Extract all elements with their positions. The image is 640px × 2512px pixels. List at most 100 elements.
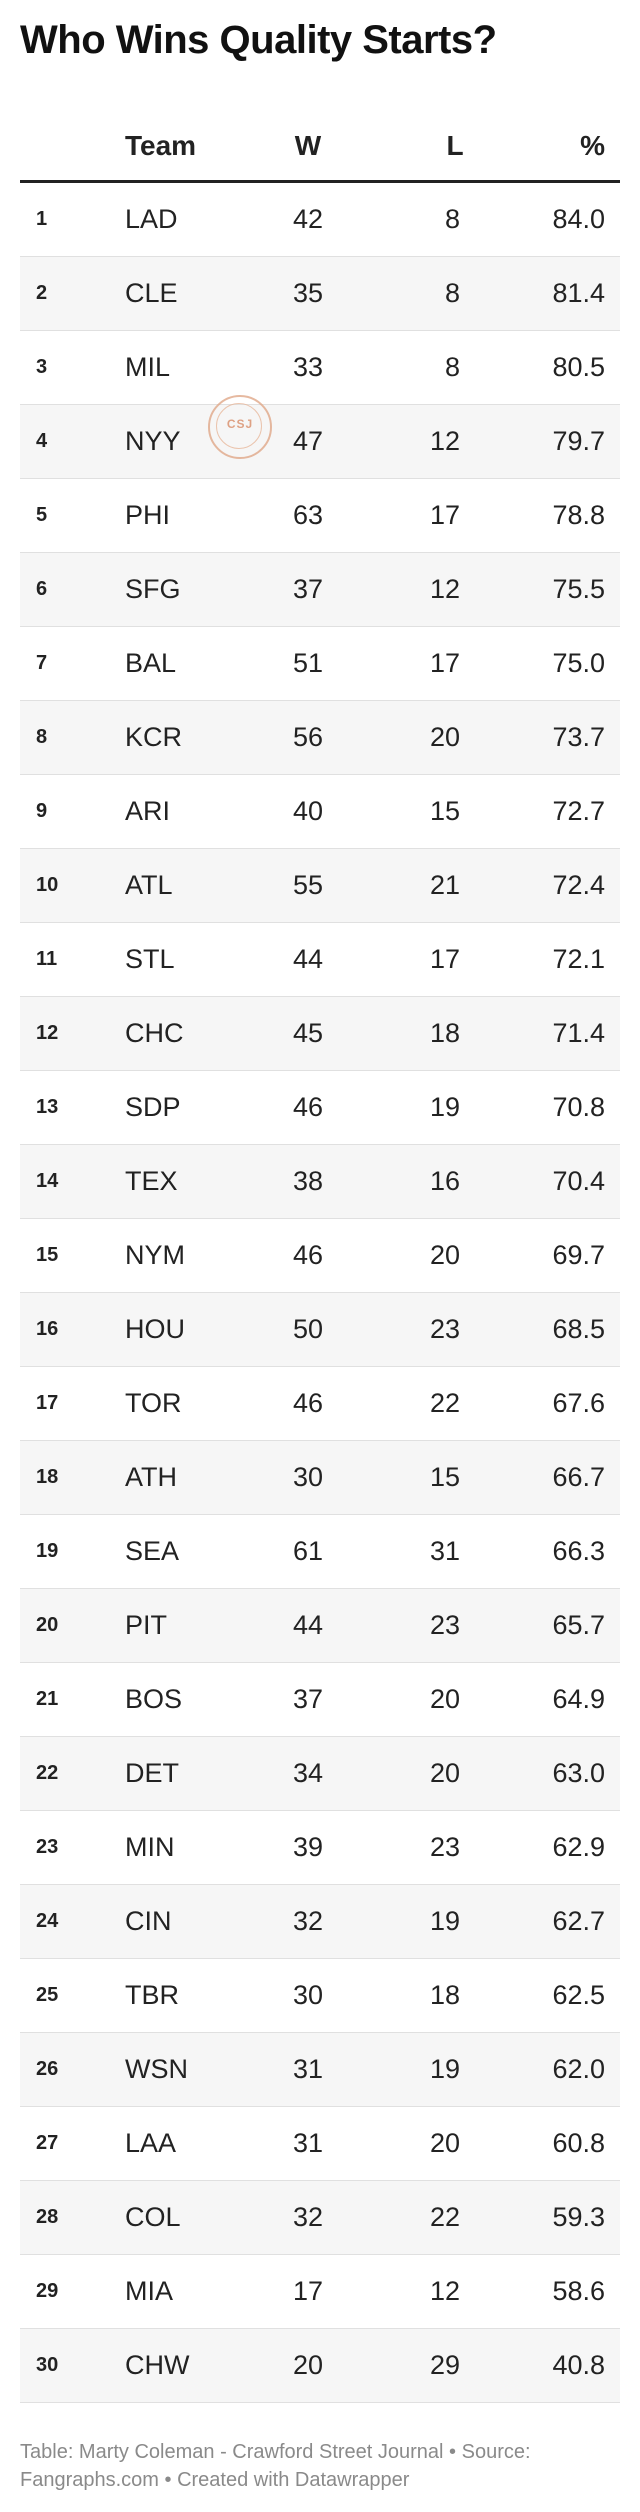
rank-cell: 22 bbox=[36, 1762, 59, 1784]
losses-cell: 29 bbox=[429, 2350, 460, 2380]
standings-table: Team W L % 1 LAD 42 8 84.0 2 CLE 35 8 81.4 3 MIL 33 8… bbox=[20, 108, 620, 2403]
table-row: 19 SEA 61 31 66.3 bbox=[20, 1515, 620, 1589]
wins-cell: 44 bbox=[292, 944, 324, 974]
losses-cell: 12 bbox=[429, 426, 460, 456]
team-cell: TBR bbox=[125, 1980, 179, 2010]
table-row: 16 HOU 50 23 68.5 bbox=[20, 1293, 620, 1367]
losses-cell: 23 bbox=[429, 1610, 460, 1640]
header-losses: L bbox=[446, 130, 464, 161]
table-row: 7 BAL 51 17 75.0 bbox=[20, 627, 620, 701]
table-row: 14 TEX 38 16 70.4 bbox=[20, 1145, 620, 1219]
table-row: 21 BOS 37 20 64.9 bbox=[20, 1663, 620, 1737]
wins-cell: 38 bbox=[292, 1166, 324, 1196]
rank-cell: 18 bbox=[36, 1466, 59, 1488]
rank-cell: 7 bbox=[36, 652, 48, 674]
percent-cell: 60.8 bbox=[552, 2128, 605, 2158]
percent-cell: 70.4 bbox=[552, 1166, 605, 1196]
losses-cell: 17 bbox=[429, 648, 460, 678]
percent-cell: 69.7 bbox=[552, 1240, 605, 1270]
percent-cell: 58.6 bbox=[552, 2276, 605, 2306]
rank-cell: 11 bbox=[36, 948, 58, 970]
team-cell: DET bbox=[125, 1758, 179, 1788]
wins-cell: 37 bbox=[292, 1684, 324, 1714]
table-row: 2 CLE 35 8 81.4 bbox=[20, 257, 620, 331]
team-cell: BAL bbox=[125, 648, 177, 678]
wins-cell: 39 bbox=[292, 1832, 324, 1862]
team-cell: WSN bbox=[125, 2054, 188, 2084]
percent-cell: 72.1 bbox=[552, 944, 605, 974]
table-row: 6 SFG 37 12 75.5 bbox=[20, 553, 620, 627]
losses-cell: 20 bbox=[429, 1758, 460, 1788]
rank-cell: 20 bbox=[36, 1614, 59, 1636]
percent-cell: 72.7 bbox=[552, 796, 605, 826]
table-row: 30 CHW 20 29 40.8 bbox=[20, 2329, 620, 2403]
losses-cell: 8 bbox=[444, 204, 460, 234]
percent-cell: 62.0 bbox=[552, 2054, 605, 2084]
percent-cell: 65.7 bbox=[552, 1610, 605, 1640]
team-cell: PHI bbox=[125, 500, 171, 530]
rank-cell: 15 bbox=[36, 1244, 59, 1266]
percent-cell: 62.9 bbox=[552, 1832, 605, 1862]
header-wins: W bbox=[294, 130, 322, 161]
percent-cell: 71.4 bbox=[552, 1018, 605, 1048]
losses-cell: 21 bbox=[429, 870, 460, 900]
losses-cell: 22 bbox=[429, 1388, 460, 1418]
table-row: 24 CIN 32 19 62.7 bbox=[20, 1885, 620, 1959]
wins-cell: 33 bbox=[292, 352, 324, 382]
table-row: 23 MIN 39 23 62.9 bbox=[20, 1811, 620, 1885]
wins-cell: 55 bbox=[292, 870, 324, 900]
wins-cell: 50 bbox=[292, 1314, 324, 1344]
csj-logo-text: CSJ bbox=[226, 417, 254, 431]
team-cell: PIT bbox=[125, 1610, 168, 1640]
percent-cell: 79.7 bbox=[552, 426, 605, 456]
percent-cell: 66.7 bbox=[552, 1462, 605, 1492]
team-cell: ARI bbox=[125, 796, 171, 826]
wins-cell: 20 bbox=[292, 2350, 324, 2380]
wins-cell: 61 bbox=[292, 1536, 324, 1566]
wins-cell: 46 bbox=[292, 1388, 324, 1418]
rank-cell: 16 bbox=[36, 1318, 59, 1340]
percent-cell: 78.8 bbox=[552, 500, 605, 530]
losses-cell: 12 bbox=[429, 574, 460, 604]
table-row: 17 TOR 46 22 67.6 bbox=[20, 1367, 620, 1441]
table-row: 29 MIA 17 12 58.6 bbox=[20, 2255, 620, 2329]
team-cell: KCR bbox=[125, 722, 183, 752]
rank-cell: 29 bbox=[36, 2280, 59, 2302]
rank-cell: 4 bbox=[36, 430, 48, 452]
percent-cell: 67.6 bbox=[552, 1388, 605, 1418]
percent-cell: 75.5 bbox=[552, 574, 605, 604]
table-row: 27 LAA 31 20 60.8 bbox=[20, 2107, 620, 2181]
wins-cell: 31 bbox=[292, 2054, 324, 2084]
wins-cell: 63 bbox=[292, 500, 324, 530]
team-cell: HOU bbox=[125, 1314, 185, 1344]
rank-cell: 24 bbox=[36, 1910, 59, 1932]
wins-cell: 51 bbox=[292, 648, 324, 678]
team-cell: CLE bbox=[125, 278, 178, 308]
wins-cell: 32 bbox=[292, 2202, 324, 2232]
wins-cell: 30 bbox=[292, 1462, 324, 1492]
table-row: 22 DET 34 20 63.0 bbox=[20, 1737, 620, 1811]
rank-cell: 6 bbox=[36, 578, 48, 600]
percent-cell: 70.8 bbox=[552, 1092, 605, 1122]
table-row: 15 NYM 46 20 69.7 bbox=[20, 1219, 620, 1293]
team-cell: NYM bbox=[125, 1240, 185, 1270]
rank-cell: 19 bbox=[36, 1540, 59, 1562]
table-row: 4 NYY 47 12 79.7 bbox=[20, 405, 620, 479]
losses-cell: 17 bbox=[429, 500, 460, 530]
percent-cell: 62.7 bbox=[552, 1906, 605, 1936]
table-row: 26 WSN 31 19 62.0 bbox=[20, 2033, 620, 2107]
rank-cell: 12 bbox=[36, 1022, 59, 1044]
losses-cell: 31 bbox=[429, 1536, 460, 1566]
wins-cell: 46 bbox=[292, 1092, 324, 1122]
rank-cell: 14 bbox=[36, 1170, 59, 1192]
table-row: 3 MIL 33 8 80.5 bbox=[20, 331, 620, 405]
table-row: 25 TBR 30 18 62.5 bbox=[20, 1959, 620, 2033]
rank-cell: 30 bbox=[36, 2354, 59, 2376]
wins-cell: 42 bbox=[292, 204, 324, 234]
losses-cell: 18 bbox=[429, 1980, 460, 2010]
percent-cell: 80.5 bbox=[552, 352, 605, 382]
wins-cell: 32 bbox=[292, 1906, 324, 1936]
team-cell: CHC bbox=[125, 1018, 184, 1048]
rank-cell: 28 bbox=[36, 2206, 59, 2228]
percent-cell: 59.3 bbox=[552, 2202, 605, 2232]
